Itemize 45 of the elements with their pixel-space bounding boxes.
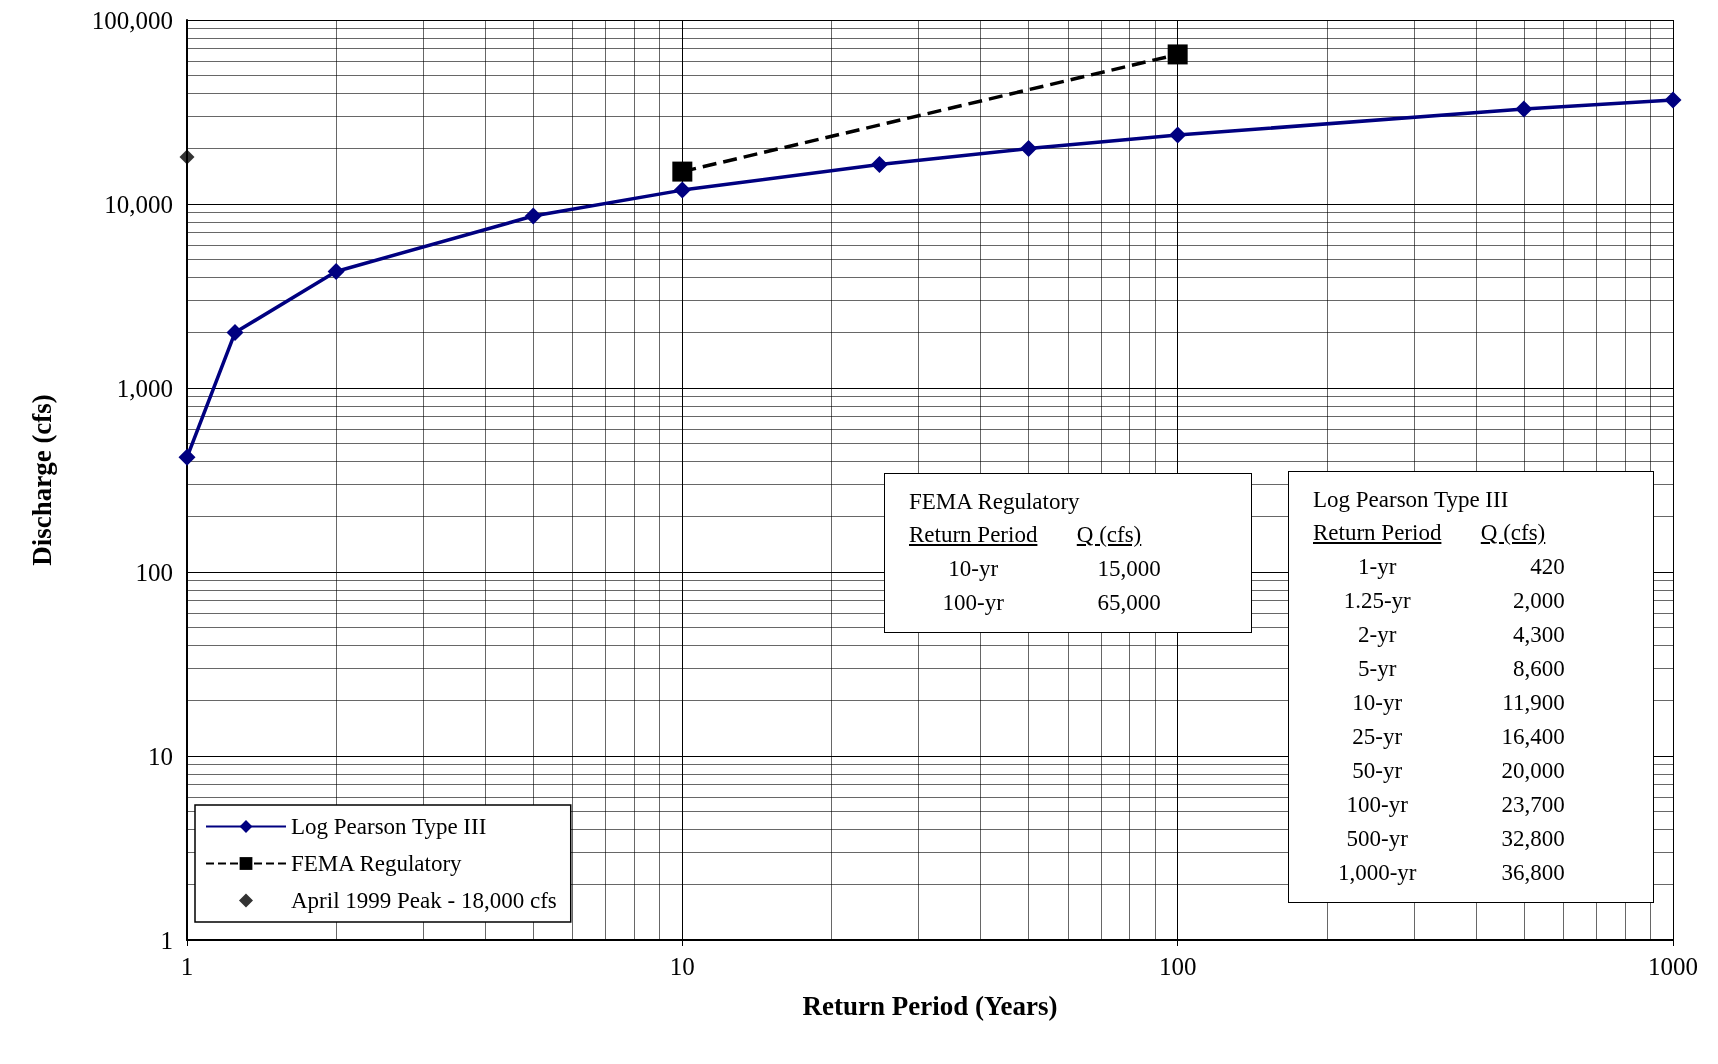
- text: FEMA Regulatory: [909, 489, 1080, 514]
- annotation: 1,000-yr: [1336, 859, 1418, 887]
- annotation: 15,000: [1096, 555, 1162, 583]
- annotation: 420: [1529, 553, 1566, 581]
- annotation: Return Period: [1312, 519, 1443, 547]
- annotation: 1-yr: [1357, 553, 1398, 581]
- x-axis-title: Return Period (Years): [802, 990, 1058, 1021]
- annotation: 4,300: [1511, 621, 1566, 649]
- annotation: 100-yr: [941, 589, 1005, 617]
- annotation: 1.25-yr: [1342, 587, 1412, 615]
- annotation: 25-yr: [1351, 723, 1404, 751]
- legend-label: Log Pearson Type III: [291, 814, 487, 839]
- text: Log Pearson Type III: [1313, 487, 1509, 512]
- y-tick-label: 1: [160, 926, 173, 954]
- annotation: Return Period: [908, 521, 1039, 549]
- annotation: 32,800: [1500, 825, 1566, 853]
- annotation: 20,000: [1500, 757, 1566, 785]
- y-tick-label: 10: [148, 742, 173, 770]
- annotation: 2,000: [1511, 587, 1566, 615]
- annotation: 500-yr: [1345, 825, 1409, 853]
- x-tick-label: 1000: [1648, 953, 1698, 980]
- y-tick-label: 1,000: [116, 374, 173, 402]
- annotation: 36,800: [1500, 859, 1566, 887]
- x-tick-label: 1: [180, 953, 194, 980]
- y-tick-label: 100,000: [91, 6, 173, 34]
- legend-label: FEMA Regulatory: [291, 851, 463, 876]
- annotation: Q (cfs): [1479, 519, 1547, 547]
- annotation: 10-yr: [947, 555, 1000, 583]
- x-tick-label: 10: [669, 953, 695, 980]
- annotation: 2-yr: [1357, 621, 1398, 649]
- annotation: Q (cfs): [1075, 521, 1143, 549]
- annotation: 5-yr: [1357, 655, 1398, 683]
- x-tick-label: 100: [1158, 953, 1197, 980]
- annotation: 65,000: [1096, 589, 1162, 617]
- annotation: 8,600: [1511, 655, 1566, 683]
- annotation: 50-yr: [1351, 757, 1404, 785]
- y-tick-label: 10,000: [104, 190, 173, 218]
- annotation: 100-yr: [1345, 791, 1409, 819]
- annotation: 23,700: [1500, 791, 1566, 819]
- annotation: 11,900: [1501, 689, 1566, 717]
- y-axis-title: Discharge (cfs): [26, 394, 57, 566]
- legend-label: April 1999 Peak - 18,000 cfs: [291, 888, 557, 913]
- annotation: 16,400: [1500, 723, 1566, 751]
- annotation: 10-yr: [1351, 689, 1404, 717]
- y-tick-label: 100: [135, 558, 173, 586]
